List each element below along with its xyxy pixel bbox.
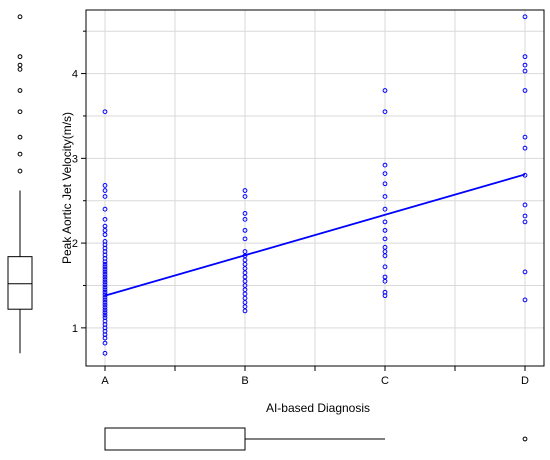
- x-axis-label: AI-based Diagnosis: [266, 401, 370, 415]
- data-point: [382, 274, 388, 280]
- data-point: [102, 297, 108, 303]
- data-point: [522, 62, 528, 68]
- data-point: [242, 227, 248, 233]
- data-point: [382, 162, 388, 168]
- data-point: [522, 134, 528, 140]
- x-axis: A B C D: [101, 366, 529, 387]
- y-tick-label: 1: [72, 323, 78, 335]
- data-point: [522, 68, 528, 74]
- data-points: [102, 14, 528, 356]
- data-point: [382, 289, 388, 295]
- data-point: [382, 181, 388, 187]
- data-point: [102, 287, 108, 293]
- data-point: [382, 171, 388, 176]
- x-tick-label: D: [521, 375, 529, 387]
- data-point: [102, 315, 108, 321]
- x-tick-label: C: [381, 375, 389, 387]
- data-point: [242, 236, 248, 242]
- data-point: [102, 282, 108, 288]
- gridlines: [86, 10, 544, 366]
- data-point: [522, 14, 528, 20]
- data-point: [522, 202, 528, 208]
- data-point: [522, 145, 528, 151]
- data-point: [382, 236, 388, 242]
- data-point: [382, 206, 388, 212]
- x-marginal-boxplot: [104, 427, 528, 451]
- y-tick-label: 3: [72, 153, 78, 165]
- y-boxplot-outlier: [17, 168, 23, 174]
- data-point: [522, 213, 528, 219]
- y-boxplot-outlier: [17, 62, 23, 68]
- data-point: [102, 305, 108, 310]
- data-point: [102, 284, 108, 290]
- data-point: [522, 269, 528, 275]
- y-boxplot-outlier: [17, 151, 23, 157]
- data-point: [102, 340, 108, 346]
- data-point: [102, 239, 108, 244]
- y-boxplot-outlier: [17, 109, 23, 115]
- data-point: [382, 264, 388, 270]
- data-point: [102, 307, 108, 313]
- data-point: [102, 194, 108, 199]
- data-point: [382, 244, 388, 250]
- regression-line: [104, 173, 526, 297]
- data-point: [242, 194, 248, 199]
- x-boxplot-outlier: [522, 436, 528, 442]
- y-boxplot-box: [7, 256, 33, 310]
- data-point: [102, 310, 108, 316]
- data-point: [522, 88, 528, 93]
- data-point: [382, 109, 388, 115]
- y-axis-label: Peak Aortic Jet Velocity(m/s): [60, 112, 74, 264]
- x-boxplot-box: [104, 427, 246, 451]
- data-point: [102, 269, 108, 275]
- data-point: [242, 216, 248, 222]
- data-point: [102, 274, 108, 280]
- data-point: [102, 277, 108, 282]
- data-point: [242, 249, 248, 254]
- data-point: [382, 88, 388, 93]
- data-point: [522, 54, 528, 60]
- data-point: [102, 272, 108, 277]
- data-point: [102, 223, 108, 229]
- y-boxplot-outlier: [17, 88, 23, 93]
- data-point: [102, 300, 108, 305]
- data-point: [102, 183, 108, 188]
- data-point: [382, 227, 388, 233]
- x-tick-label: B: [241, 375, 248, 387]
- data-point: [382, 194, 388, 199]
- data-point: [102, 312, 108, 318]
- data-point: [102, 302, 108, 308]
- data-point: [102, 206, 108, 212]
- y-axis: 1 2 3 4: [72, 30, 86, 335]
- data-point: [102, 188, 108, 193]
- data-point: [522, 297, 528, 303]
- data-point: [382, 219, 388, 225]
- data-point: [102, 266, 108, 272]
- data-point: [102, 279, 108, 285]
- data-point: [522, 219, 528, 225]
- data-point: [242, 211, 248, 216]
- y-tick-label: 2: [72, 238, 78, 250]
- y-boxplot-outlier: [17, 54, 23, 60]
- data-point: [102, 261, 108, 267]
- data-point: [242, 188, 248, 193]
- regression-line-group: [104, 173, 526, 297]
- data-point: [102, 264, 108, 270]
- y-boxplot-outlier: [17, 134, 23, 140]
- data-point: [102, 289, 108, 295]
- x-tick-label: A: [101, 375, 109, 387]
- data-point: [102, 109, 108, 115]
- y-tick-label: 4: [72, 69, 78, 81]
- y-boxplot-outlier: [17, 66, 23, 72]
- data-point: [102, 350, 108, 356]
- data-point: [102, 216, 108, 222]
- y-boxplot-outlier: [17, 14, 23, 20]
- y-marginal-boxplot: [7, 14, 33, 354]
